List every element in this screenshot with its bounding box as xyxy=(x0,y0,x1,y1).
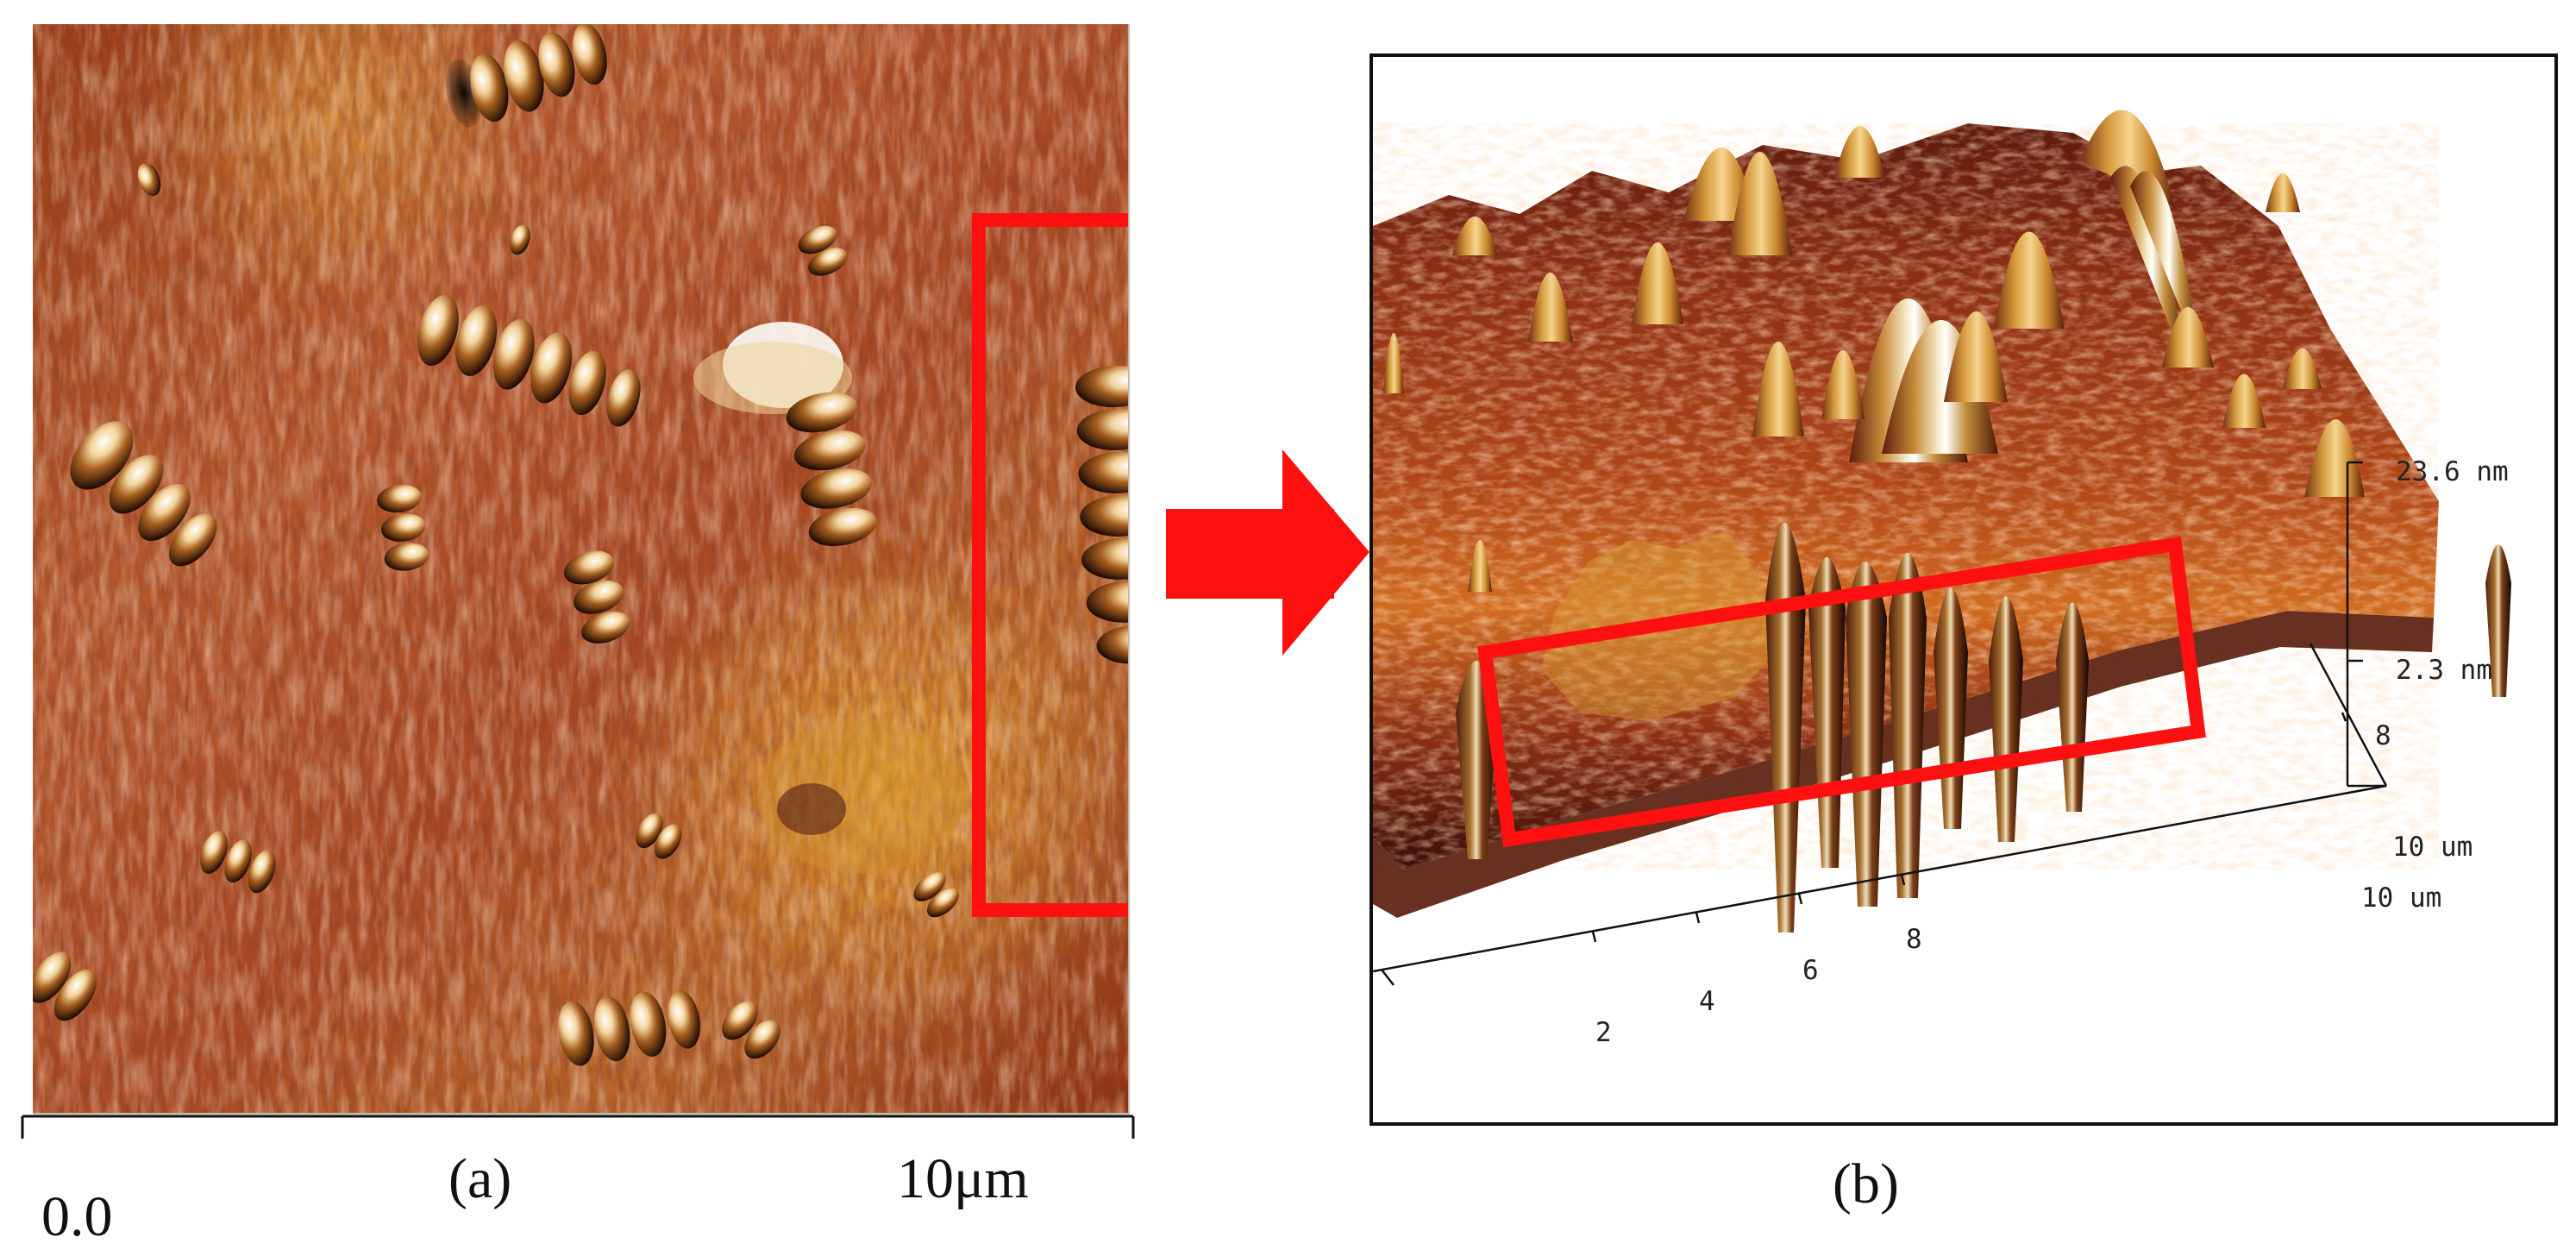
afm-2d-image xyxy=(33,24,1130,1115)
afm-surface-2d xyxy=(33,24,1128,1113)
y-axis-end-label: 10 um xyxy=(2392,832,2473,863)
z-axis-top-label: 23.6 nm xyxy=(2396,456,2509,487)
z-axis-mid-label: 2.3 nm xyxy=(2396,655,2492,686)
afm-3d-plot: 23.6 nm 2.3 nm 10 um 10 um 8 2 4 6 8 xyxy=(1369,53,2558,1126)
x-axis-tick-2: 2 xyxy=(1595,1017,1612,1048)
scale-start-label: 0.0 xyxy=(41,1185,113,1248)
surface-3d xyxy=(1373,110,2511,986)
highlight-box-3d xyxy=(1477,536,2206,848)
scale-end-label: 10μm xyxy=(897,1147,1029,1210)
arrow-head xyxy=(1282,449,1369,656)
scale-bar-2d xyxy=(19,1113,1137,1147)
panel-b-caption: (b) xyxy=(1833,1152,1899,1215)
y-axis-tick-8: 8 xyxy=(2375,720,2391,751)
x-axis-tick-6: 6 xyxy=(1802,955,1819,986)
x-axis-tick-4: 4 xyxy=(1699,986,1715,1017)
axes-3d xyxy=(1373,461,2388,986)
x-axis-tick-8: 8 xyxy=(1906,924,1922,955)
x-axis-end-label: 10 um xyxy=(2361,882,2441,914)
afm-surface-3d: 23.6 nm 2.3 nm 10 um 10 um 8 2 4 6 8 xyxy=(1373,110,2511,1048)
spikes xyxy=(1383,110,2365,592)
panel-a-caption: (a) xyxy=(448,1147,512,1210)
highlight-box-2d xyxy=(972,213,1128,917)
